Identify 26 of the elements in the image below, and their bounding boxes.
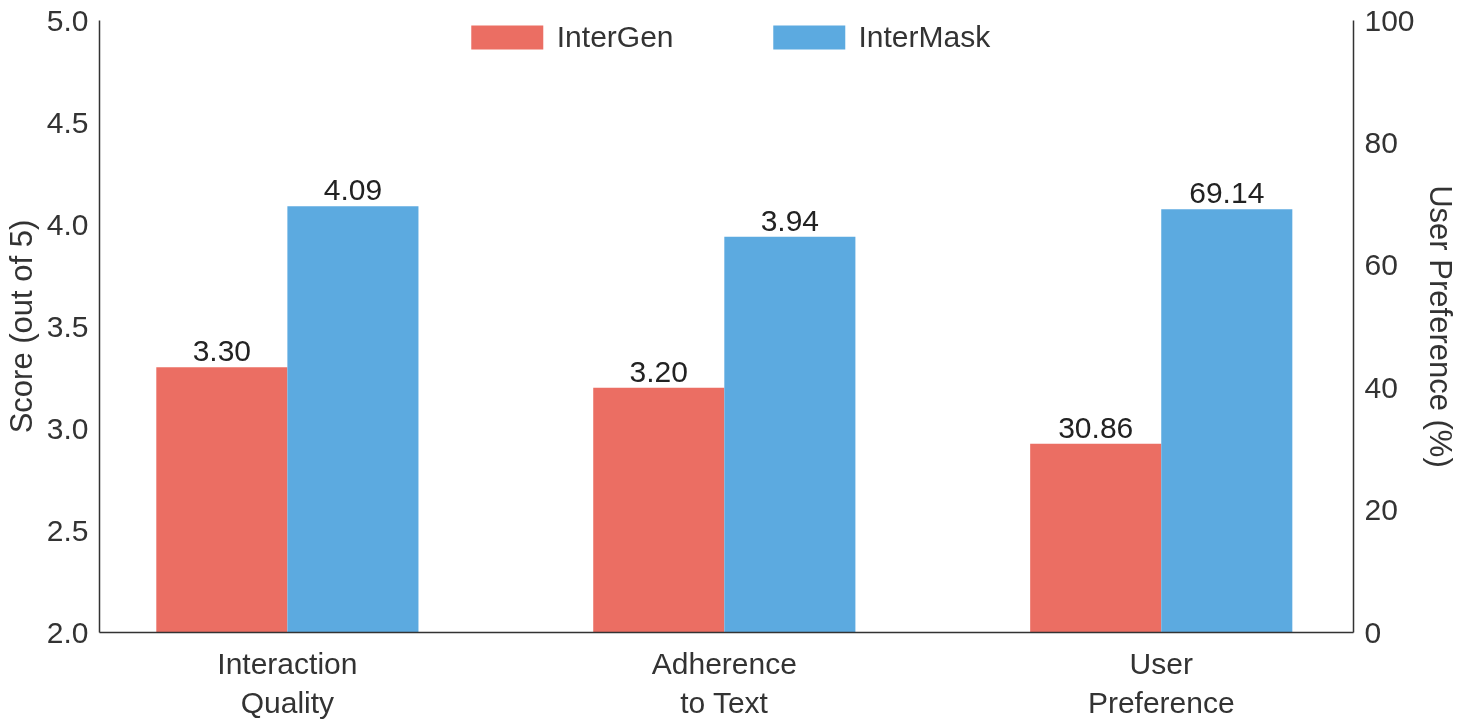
y2-tick-label: 40 bbox=[1364, 370, 1398, 404]
y-tick-label: 3.5 bbox=[46, 309, 89, 343]
y-axis-title: Score (out of 5) bbox=[3, 219, 39, 434]
legend-label: InterMask bbox=[858, 20, 991, 54]
y2-tick-label: 20 bbox=[1364, 493, 1398, 527]
data-label: 3.20 bbox=[629, 354, 688, 388]
y2-tick-label: 0 bbox=[1364, 615, 1382, 649]
data-label: 69.14 bbox=[1189, 176, 1265, 210]
y2-tick-label: 100 bbox=[1364, 3, 1415, 37]
x-tick-label: User Preference bbox=[1087, 646, 1235, 720]
y-tick-label: 4.0 bbox=[46, 207, 89, 241]
y2-tick-label: 60 bbox=[1364, 248, 1398, 282]
legend-label: InterGen bbox=[556, 20, 674, 54]
x-tick-label: Interaction Quality bbox=[217, 646, 358, 720]
data-label: 3.94 bbox=[760, 203, 820, 237]
y-tick-label: 2.5 bbox=[46, 513, 89, 547]
y2-axis-title: User Preference (%) bbox=[1422, 185, 1458, 468]
y-tick-label: 2.0 bbox=[46, 615, 89, 649]
y-tick-label: 5.0 bbox=[46, 3, 89, 37]
y2-tick-label: 80 bbox=[1364, 125, 1398, 159]
data-label: 3.30 bbox=[192, 334, 252, 368]
x-tick-label: Adherence to Text bbox=[651, 646, 797, 720]
data-label: 4.09 bbox=[323, 173, 383, 207]
y-tick-label: 4.5 bbox=[46, 105, 89, 139]
y-tick-label: 3.0 bbox=[46, 411, 89, 445]
data-label: 30.86 bbox=[1058, 410, 1134, 444]
